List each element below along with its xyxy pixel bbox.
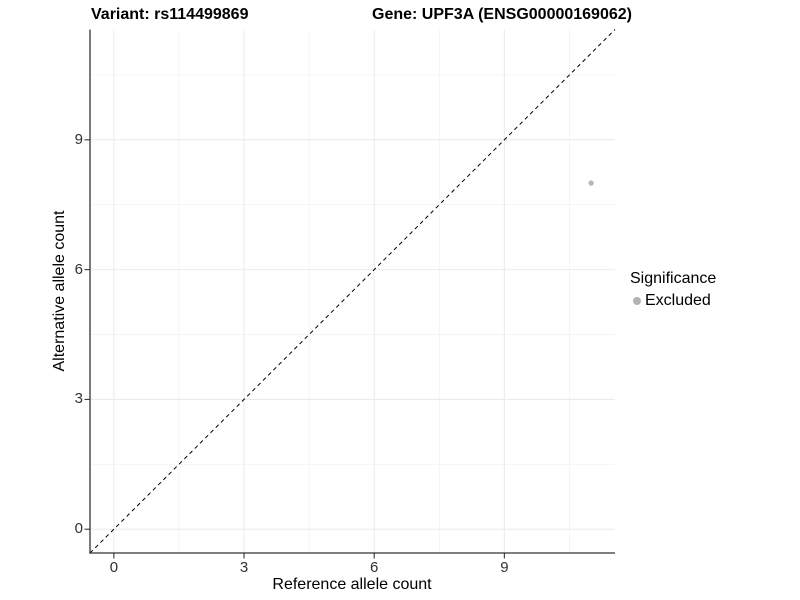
- x-tick-label: 6: [370, 559, 379, 576]
- data-point: [588, 180, 594, 186]
- y-tick-label: 9: [74, 130, 83, 148]
- identity-dashed-line: [89, 29, 616, 554]
- x-tick-label: 0: [109, 559, 119, 576]
- legend-swatch-dot-icon: [633, 297, 641, 305]
- legend: Significance Excluded: [630, 269, 716, 311]
- y-tick-label: 0: [74, 520, 83, 538]
- y-tick-label: 3: [74, 390, 83, 408]
- x-tick-label: 9: [500, 559, 509, 576]
- legend-title: Significance: [630, 270, 717, 287]
- plot-title-variant: Variant: rs114499869: [91, 6, 249, 23]
- y-axis-title: Alternative allele count: [51, 210, 68, 372]
- legend-item-excluded: Excluded: [630, 291, 716, 311]
- y-tick-label: 6: [74, 260, 83, 278]
- x-tick-label: 3: [239, 559, 249, 576]
- x-axis-title: Reference allele count: [272, 576, 432, 593]
- legend-item-label: Excluded: [645, 292, 711, 309]
- plot-title-gene: Gene: UPF3A (ENSG00000169062): [372, 6, 632, 23]
